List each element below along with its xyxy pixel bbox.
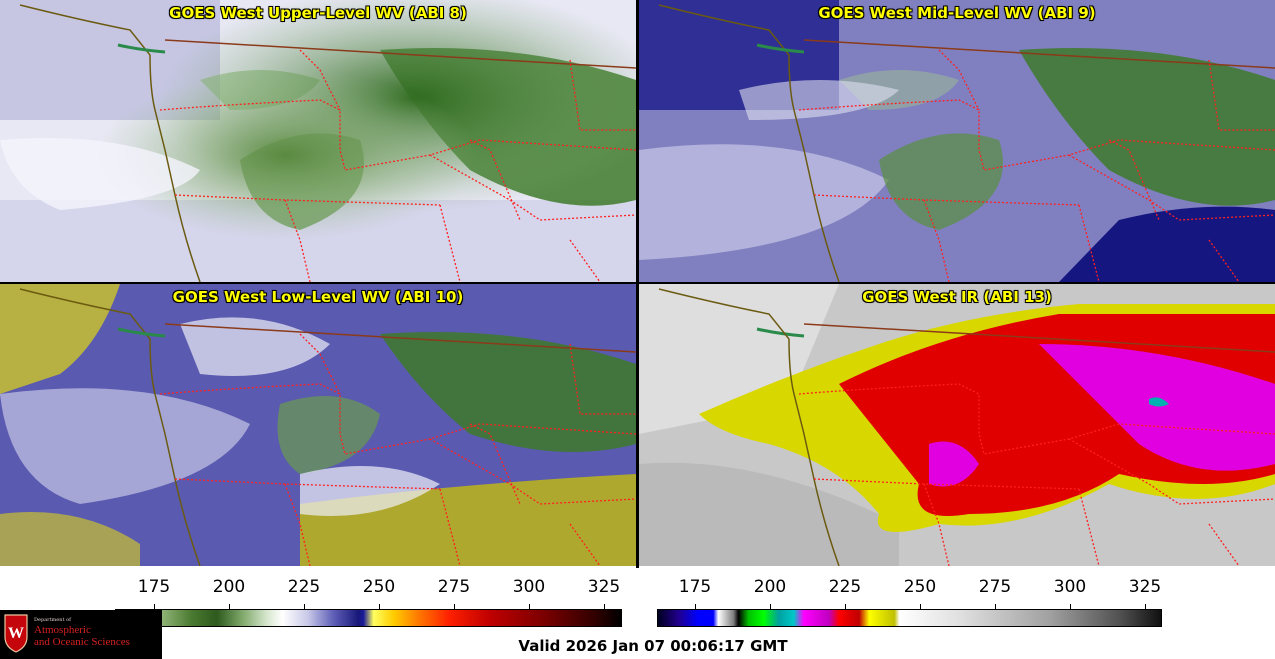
wv-tick-mark (304, 604, 305, 609)
panel-divider-horizontal (0, 282, 1275, 284)
panel-title: GOES West Low-Level WV (ABI 10) (172, 288, 464, 306)
wv-tick-mark (154, 604, 155, 609)
uw-crest-icon: W (4, 614, 28, 653)
aos-logo: W Department of Atmospheric and Oceanic … (0, 610, 162, 659)
ir-tick-label: 200 (753, 577, 787, 597)
wv-tick-mark (379, 604, 380, 609)
upper-level-wv-image (0, 0, 636, 282)
logo-line-1: Department of (34, 617, 71, 623)
wv-tick-mark (229, 604, 230, 609)
panel-low-level-wv: GOES West Low-Level WV (ABI 10) (0, 284, 636, 566)
logo-line-2: Atmospheric (34, 624, 91, 636)
boundaries-overlay (19, 288, 636, 566)
ir-tick-label: 225 (828, 577, 862, 597)
wv-tick-label: 175 (137, 577, 171, 597)
ir-tick-mark (995, 604, 996, 609)
ir-tick-label: 275 (978, 577, 1012, 597)
panel-mid-level-wv: GOES West Mid-Level WV (ABI 9) (639, 0, 1275, 282)
wv-tick-label: 250 (362, 577, 396, 597)
ir-tick-mark (920, 604, 921, 609)
boundaries-overlay (658, 288, 1275, 566)
wv-tick-mark (604, 604, 605, 609)
wv-tick-label: 225 (287, 577, 321, 597)
ir-tick-label: 175 (678, 577, 712, 597)
wv-tick-mark (529, 604, 530, 609)
boundaries-overlay (658, 4, 1275, 282)
low-level-wv-image (0, 284, 636, 566)
panel-title: GOES West Upper-Level WV (ABI 8) (169, 4, 467, 22)
wv-tick-label: 325 (587, 577, 621, 597)
ir-tick-label: 325 (1128, 577, 1162, 597)
panel-ir: GOES West IR (ABI 13) (639, 284, 1275, 566)
wv-tick-mark (454, 604, 455, 609)
panel-title: GOES West IR (ABI 13) (862, 288, 1052, 306)
panel-upper-level-wv: GOES West Upper-Level WV (ABI 8) (0, 0, 636, 282)
ir-tick-mark (845, 604, 846, 609)
crest-letter: W (8, 625, 24, 642)
ir-image (639, 284, 1275, 566)
ir-tick-label: 300 (1053, 577, 1087, 597)
ir-tick-mark (770, 604, 771, 609)
boundaries-overlay (19, 4, 636, 282)
mid-level-wv-image (639, 0, 1275, 282)
ir-tick-mark (1070, 604, 1071, 609)
ir-tick-mark (695, 604, 696, 609)
wv-colorbar (115, 609, 622, 627)
wv-tick-label: 200 (212, 577, 246, 597)
valid-time: Valid 2026 Jan 07 00:06:17 GMT (518, 637, 788, 655)
wv-tick-label: 300 (512, 577, 546, 597)
ir-tick-label: 250 (903, 577, 937, 597)
panel-divider-vertical (636, 0, 639, 568)
logo-line-3: and Oceanic Sciences (34, 636, 130, 648)
ir-colorbar (657, 609, 1162, 627)
ir-tick-mark (1145, 604, 1146, 609)
panel-title: GOES West Mid-Level WV (ABI 9) (818, 4, 1096, 22)
wv-tick-label: 275 (437, 577, 471, 597)
